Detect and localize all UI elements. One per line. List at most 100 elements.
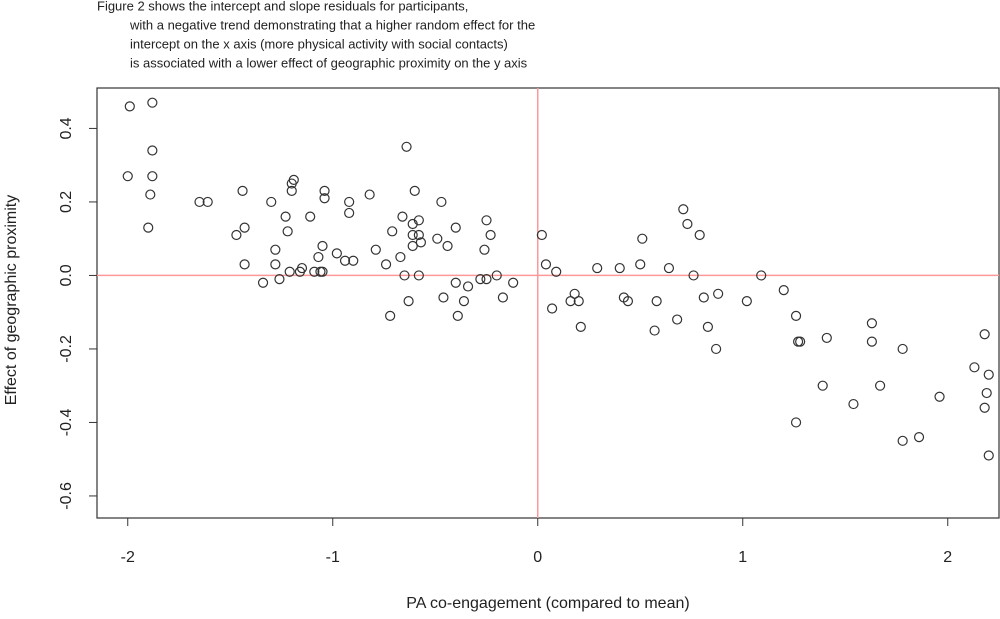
- point: [432, 233, 443, 244]
- point: [450, 222, 461, 233]
- point: [913, 432, 925, 443]
- point: [413, 229, 424, 241]
- point: [979, 402, 990, 413]
- point: [194, 196, 205, 208]
- point: [508, 277, 519, 288]
- point: [934, 391, 945, 402]
- point: [282, 226, 293, 237]
- point: [270, 244, 281, 255]
- point: [407, 229, 418, 241]
- point: [313, 251, 324, 263]
- point: [317, 240, 328, 252]
- point: [688, 270, 699, 281]
- point: [694, 229, 705, 241]
- point: [981, 387, 992, 399]
- point: [897, 435, 908, 446]
- point: [436, 196, 447, 208]
- point: [897, 343, 908, 355]
- point: [413, 215, 424, 226]
- point: [540, 259, 552, 270]
- point: [651, 296, 662, 307]
- chart-title: with a negative trend demonstrating that…: [129, 17, 535, 32]
- point: [713, 288, 724, 299]
- point: [672, 314, 683, 325]
- point: [274, 274, 285, 285]
- point: [790, 310, 802, 321]
- point: [413, 270, 424, 281]
- point: [874, 380, 886, 391]
- point: [497, 292, 508, 303]
- chart-title: intercept on the x axis (more physical a…: [130, 36, 508, 51]
- point: [286, 185, 297, 197]
- point: [491, 270, 502, 281]
- point: [305, 211, 316, 222]
- point: [983, 369, 994, 380]
- point: [622, 296, 634, 307]
- point: [637, 233, 648, 244]
- point: [592, 262, 603, 274]
- point: [866, 318, 878, 329]
- point: [551, 266, 562, 277]
- y-tick-label: 0.2: [58, 191, 75, 213]
- point: [969, 362, 980, 373]
- y-tick-label: -0.6: [58, 482, 75, 510]
- chart-title: is associated with a lower effect of geo…: [130, 55, 528, 70]
- point: [319, 193, 330, 204]
- point: [452, 310, 463, 321]
- point: [479, 244, 490, 255]
- point: [790, 417, 802, 428]
- point: [573, 296, 584, 307]
- point: [348, 255, 359, 266]
- point: [319, 185, 330, 197]
- point: [288, 174, 299, 185]
- point: [475, 274, 486, 285]
- point: [122, 171, 133, 182]
- point: [239, 259, 250, 270]
- point: [821, 332, 832, 344]
- point: [403, 296, 414, 307]
- point: [458, 296, 470, 307]
- point: [442, 240, 453, 252]
- point: [678, 204, 689, 215]
- point: [380, 259, 392, 270]
- point: [415, 237, 426, 248]
- y-tick-label: 0.0: [58, 264, 75, 286]
- point: [385, 310, 396, 321]
- point: [546, 303, 558, 314]
- point: [575, 321, 586, 332]
- x-tick-label: -1: [326, 549, 340, 566]
- x-tick-label: 2: [943, 549, 952, 566]
- point: [147, 145, 158, 156]
- point: [401, 141, 412, 152]
- y-tick-label: -0.4: [58, 409, 75, 437]
- x-tick-label: 0: [533, 549, 542, 566]
- y-tick-label: -0.2: [58, 335, 75, 363]
- point: [848, 398, 859, 410]
- point: [147, 97, 158, 108]
- point: [409, 185, 420, 197]
- point: [702, 321, 714, 332]
- point: [614, 262, 625, 274]
- point: [649, 325, 660, 336]
- point: [979, 329, 990, 340]
- point: [536, 229, 547, 241]
- chart-title: Figure 2 shows the intercept and slope r…: [97, 0, 468, 13]
- point: [266, 196, 277, 208]
- point: [710, 343, 722, 355]
- point: [682, 218, 693, 230]
- point: [795, 336, 806, 347]
- point: [481, 274, 492, 285]
- point: [344, 196, 355, 208]
- point: [983, 450, 994, 461]
- point: [395, 251, 406, 263]
- point: [143, 222, 154, 233]
- point: [364, 189, 375, 200]
- y-tick-label: 0.4: [58, 117, 75, 139]
- x-axis-label: PA co-engagement (compared to mean): [406, 595, 689, 612]
- point: [407, 240, 418, 252]
- point: [387, 226, 398, 237]
- point: [792, 336, 804, 347]
- point: [698, 292, 709, 303]
- point: [741, 296, 752, 307]
